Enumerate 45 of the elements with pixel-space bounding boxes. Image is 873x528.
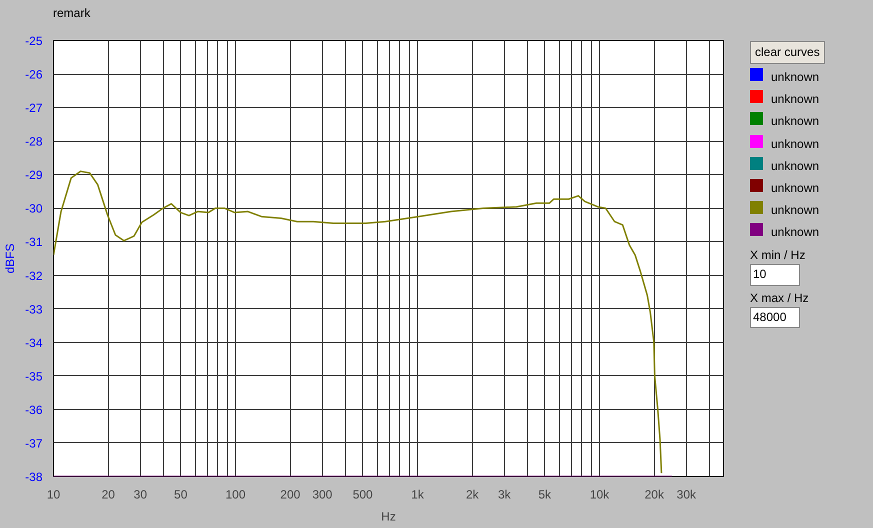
x-tick-label: 10k bbox=[590, 488, 610, 502]
x-tick-label: 1k bbox=[411, 488, 425, 502]
y-axis-title: dBFS bbox=[3, 243, 18, 274]
legend-label: unknown bbox=[770, 136, 820, 153]
legend-label: unknown bbox=[770, 158, 820, 175]
x-tick-label: 20 bbox=[102, 488, 116, 502]
x-tick-label: 20k bbox=[644, 488, 665, 502]
x-tick-label: 5k bbox=[538, 488, 552, 502]
legend-label: unknown bbox=[770, 224, 820, 242]
x-tick-label: 100 bbox=[225, 488, 246, 502]
y-tick-label: -27 bbox=[25, 101, 43, 116]
y-tick-label: -29 bbox=[25, 168, 43, 182]
x-tick-label: 10 bbox=[46, 488, 60, 502]
x-tick-label: 3k bbox=[498, 488, 512, 502]
text: 48000 bbox=[750, 306, 800, 328]
y-tick-label: -32 bbox=[25, 268, 43, 283]
legend-label: unknown bbox=[770, 91, 820, 108]
y-tick-label: -28 bbox=[25, 134, 43, 149]
y-tick-label: -26 bbox=[25, 68, 43, 82]
x-tick-label: 300 bbox=[312, 488, 333, 502]
legend-label: unknown bbox=[770, 113, 820, 130]
y-tick-label: -30 bbox=[25, 202, 43, 216]
x-tick-label: 2k bbox=[466, 488, 480, 502]
y-tick-label: -31 bbox=[25, 235, 43, 250]
x-tick-label: 50 bbox=[174, 488, 188, 502]
x-tick-label: 30k bbox=[676, 488, 698, 502]
x-axis-title: Hz bbox=[381, 510, 396, 524]
x-tick-label: 200 bbox=[280, 488, 301, 502]
x-tick-label: 500 bbox=[352, 488, 374, 502]
legend-label: unknown bbox=[770, 69, 820, 86]
y-tick-label: -37 bbox=[25, 436, 43, 450]
text: 10 bbox=[750, 264, 800, 286]
text: clear curves bbox=[750, 41, 825, 64]
legend-label: unknown bbox=[770, 202, 820, 219]
text: X min / Hz bbox=[750, 247, 806, 264]
text: remark bbox=[52, 5, 90, 21]
y-tick-label: -35 bbox=[25, 369, 43, 384]
y-tick-label: -36 bbox=[25, 402, 43, 417]
y-tick-label: -25 bbox=[25, 34, 43, 48]
y-tick-label: -38 bbox=[25, 470, 43, 484]
y-tick-label: -33 bbox=[25, 302, 43, 316]
legend-label: unknown bbox=[770, 180, 820, 197]
y-tick-label: -34 bbox=[25, 336, 43, 350]
text: X max / Hz bbox=[750, 290, 810, 307]
x-tick-label: 30 bbox=[134, 488, 148, 502]
